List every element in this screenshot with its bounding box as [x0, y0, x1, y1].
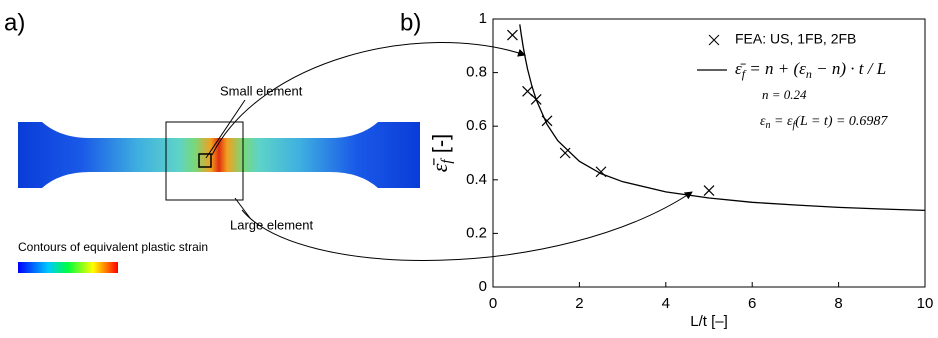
panel-label: b) [400, 9, 421, 36]
y-tick-label: 0.4 [466, 171, 487, 188]
x-tick-label: 8 [834, 295, 842, 312]
parameter: εn = εf(L = t) = 0.6987 [760, 114, 888, 131]
annotation: Contours of equivalent plastic strain [18, 240, 208, 254]
legend-label: ε̄f = n + (εn − n) · t / L [735, 59, 886, 81]
colorbar [18, 262, 118, 273]
x-tick-label: 6 [748, 295, 756, 312]
y-tick-label: 0.6 [466, 117, 487, 134]
label-part: n = 0.24 [762, 87, 807, 102]
parameter: n = 0.24 [762, 87, 807, 102]
x-tick-label: 2 [575, 295, 583, 312]
label-part: = ε [771, 114, 793, 129]
x-tick-label: 0 [489, 295, 497, 312]
annotation: Large element [230, 217, 313, 232]
y-tick-label: 0.2 [466, 224, 487, 241]
y-tick-label: 0.8 [466, 64, 487, 81]
label-part: (L = t) = 0.6987 [795, 114, 888, 129]
y-tick-label: 1 [479, 10, 487, 27]
annotation: Small element [220, 83, 303, 98]
x-axis-label: L/t [–] [690, 313, 728, 330]
label-part: = n + (ε [745, 59, 806, 78]
x-tick-label: 4 [662, 295, 670, 312]
x-tick-label: 10 [917, 295, 934, 312]
specimen [18, 122, 420, 188]
legend-label: FEA: US, 1FB, 2FB [735, 31, 856, 47]
marker [704, 186, 714, 196]
panel-label: a) [4, 9, 25, 36]
label-part: − n) · t / L [812, 59, 886, 78]
pointer [235, 198, 250, 218]
marker [507, 30, 517, 40]
label-part: [-] [428, 134, 453, 160]
figure: a) b) Small element Large element Contou… [0, 0, 938, 333]
legend-marker [709, 35, 719, 45]
marker [560, 148, 570, 158]
y-tick-label: 0 [479, 278, 487, 295]
y-axis-label: ε̄f [-] [427, 134, 455, 173]
